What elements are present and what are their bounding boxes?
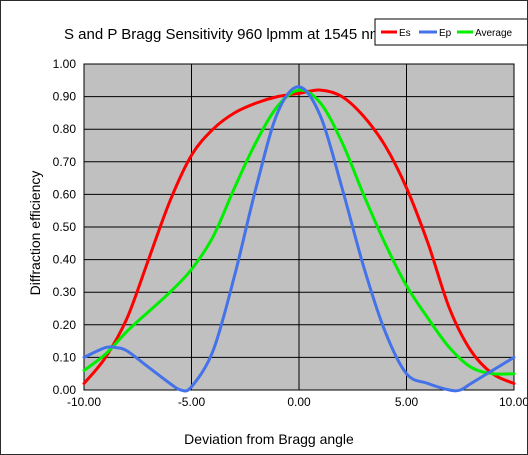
legend-label-ep: Ep <box>439 28 452 39</box>
x-tick-label: 5.00 <box>395 395 419 409</box>
series-line-average <box>82 88 516 376</box>
series-line-es <box>82 88 516 385</box>
series-layer <box>82 85 516 393</box>
y-tick-labels: 0.00 0.10 0.20 0.30 0.40 0.50 0.60 0.70 0.80 0.90… <box>53 57 77 397</box>
chart-title: S and P Bragg Sensitivity 960 lpmm at 15… <box>64 26 382 43</box>
x-tick-labels: -10.00 -5.00 0.00 5.00 10.00 <box>67 395 527 409</box>
y-tick-label: 0.80 <box>53 122 77 136</box>
y-tick-label: 0.40 <box>53 253 77 267</box>
legend: Es Ep Average <box>374 18 527 46</box>
y-tick-label: 0.50 <box>53 220 77 234</box>
x-tick-label: -10.00 <box>67 395 101 409</box>
y-axis-label: Diffraction efficiency <box>27 171 43 296</box>
y-tick-label: 0.70 <box>53 155 77 169</box>
legend-label-es: Es <box>399 28 411 39</box>
y-tick-label: 0.60 <box>53 187 77 201</box>
y-tick-label: 0.10 <box>53 350 77 364</box>
x-tick-label: 10.00 <box>499 395 527 409</box>
legend-label-average: Average <box>475 28 513 39</box>
plot-border <box>83 63 515 391</box>
series-line-ep <box>82 85 516 393</box>
y-tick-label: 0.90 <box>53 90 77 104</box>
y-tick-label: 0.30 <box>53 285 77 299</box>
y-tick-label: 0.00 <box>53 383 77 397</box>
x-axis-label: Deviation from Bragg angle <box>184 431 354 447</box>
legend-box <box>374 18 527 46</box>
y-tick-label: 1.00 <box>53 57 77 71</box>
y-tick-label: 0.20 <box>53 318 77 332</box>
x-tick-label: -5.00 <box>178 395 206 409</box>
x-tick-label: 0.00 <box>287 395 311 409</box>
